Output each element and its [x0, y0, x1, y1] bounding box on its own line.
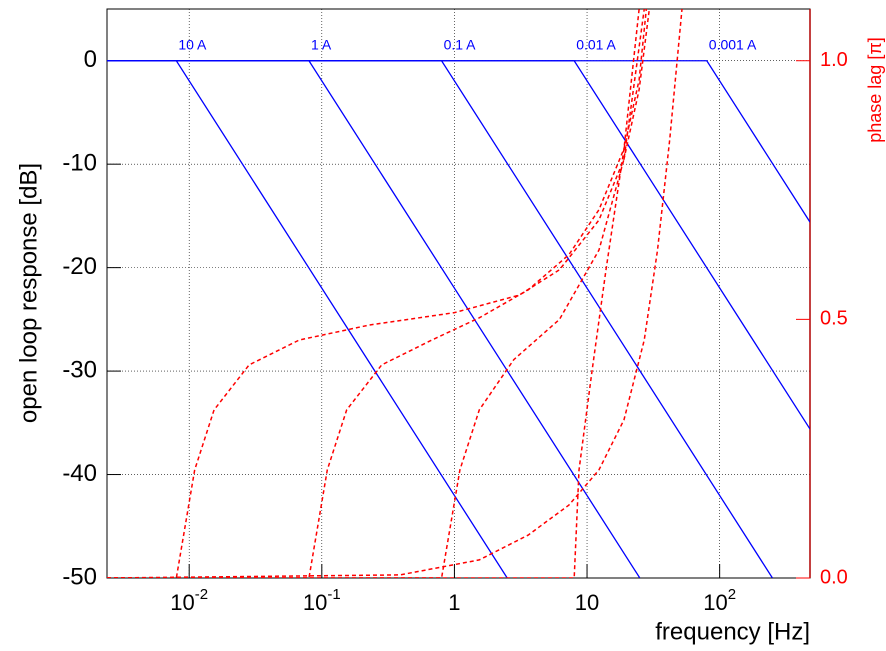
y2-tick-label: 1.0 — [820, 49, 848, 71]
y-tick-label: 0 — [84, 46, 97, 73]
y2-tick-label: 0.5 — [820, 308, 848, 330]
series-line — [107, 60, 641, 578]
y2-tick-label: 0.0 — [820, 566, 848, 588]
series-line — [107, 9, 640, 578]
series-line — [107, 60, 810, 223]
x-tick-base: 10 — [170, 590, 194, 615]
x-tick-exponent: -1 — [327, 586, 340, 603]
series-line — [107, 9, 645, 578]
series-label: 0.01 A — [576, 36, 616, 52]
series-label: 1 A — [311, 36, 332, 52]
y-tick-label: -10 — [62, 150, 97, 177]
x-tick-base: 10 — [303, 590, 327, 615]
series-line — [107, 9, 651, 578]
y-tick-label: -50 — [62, 563, 97, 590]
x-tick-exponent: 2 — [728, 586, 736, 603]
x-tick-label: 10-1 — [303, 586, 341, 615]
x-tick-label: 102 — [703, 586, 736, 615]
x-axis-title: frequency [Hz] — [655, 618, 810, 645]
x-tick-base: 10 — [703, 590, 727, 615]
y-tick-label: -30 — [62, 356, 97, 383]
y-axis-title: open loop response [dB] — [15, 163, 42, 423]
y2-axis-title: phase lag [π] — [865, 37, 885, 143]
plot-lines — [107, 9, 810, 578]
series-line — [107, 9, 683, 578]
y-tick-label: -40 — [62, 460, 97, 487]
series-label: 0.001 A — [709, 36, 757, 52]
y-tick-label: -20 — [62, 253, 97, 280]
x-tick-label: 10 — [575, 590, 599, 615]
series-line — [107, 60, 810, 430]
series-line — [107, 60, 773, 578]
x-tick-exponent: -2 — [195, 586, 208, 603]
x-tick-label: 10-2 — [170, 586, 208, 615]
series-line — [107, 60, 508, 578]
series-line — [107, 9, 648, 578]
x-tick-label: 1 — [448, 590, 460, 615]
series-label: 10 A — [178, 36, 207, 52]
series-label: 0.1 A — [444, 36, 477, 52]
